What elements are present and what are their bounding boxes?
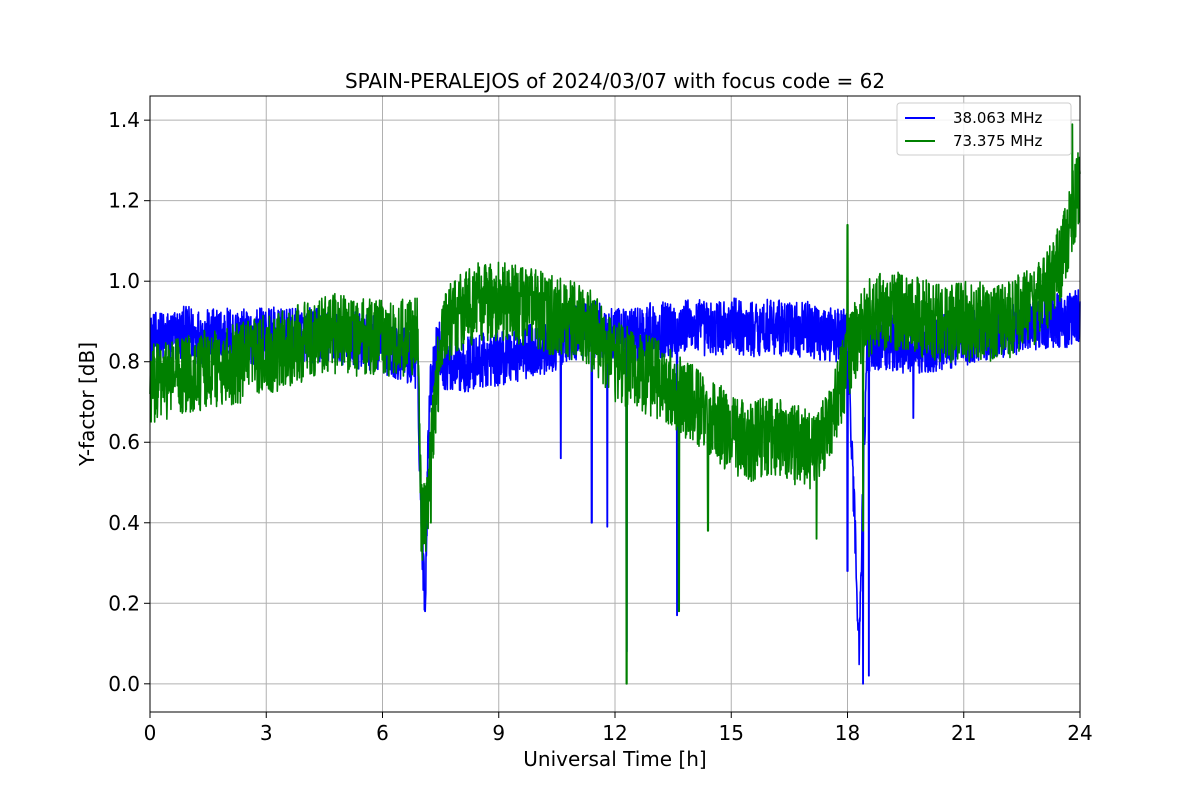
legend: 38.063 MHz 73.375 MHz bbox=[896, 102, 1072, 156]
y-tick-label: 1.2 bbox=[108, 189, 140, 213]
y-axis-label: Y-factor [dB] bbox=[75, 342, 99, 467]
x-axis: 0 3 6 9 12 15 18 21 24 bbox=[144, 712, 1093, 745]
plot-area bbox=[149, 123, 1081, 685]
x-axis-label: Universal Time [h] bbox=[523, 747, 706, 771]
chart-title: SPAIN-PERALEJOS of 2024/03/07 with focus… bbox=[345, 69, 885, 93]
legend-box bbox=[896, 102, 1072, 156]
legend-label: 73.375 MHz bbox=[953, 132, 1042, 150]
y-tick-label: 1.0 bbox=[108, 269, 140, 293]
y-tick-label: 0.0 bbox=[108, 672, 140, 696]
x-tick-label: 18 bbox=[835, 721, 860, 745]
x-tick-label: 24 bbox=[1067, 721, 1092, 745]
x-tick-label: 6 bbox=[376, 721, 389, 745]
series-line-2 bbox=[149, 123, 1081, 685]
x-tick-label: 12 bbox=[602, 721, 627, 745]
x-tick-label: 9 bbox=[492, 721, 505, 745]
y-tick-label: 0.6 bbox=[108, 430, 140, 454]
legend-label: 38.063 MHz bbox=[953, 109, 1042, 127]
y-tick-label: 1.4 bbox=[108, 108, 140, 132]
x-tick-label: 21 bbox=[951, 721, 976, 745]
x-tick-label: 0 bbox=[144, 721, 157, 745]
x-tick-label: 3 bbox=[260, 721, 273, 745]
y-tick-label: 0.4 bbox=[108, 511, 140, 535]
y-axis: 0.0 0.2 0.4 0.6 0.8 1.0 1.2 1.4 bbox=[108, 108, 150, 696]
y-tick-label: 0.8 bbox=[108, 350, 140, 374]
x-tick-label: 15 bbox=[719, 721, 744, 745]
y-tick-label: 0.2 bbox=[108, 591, 140, 615]
